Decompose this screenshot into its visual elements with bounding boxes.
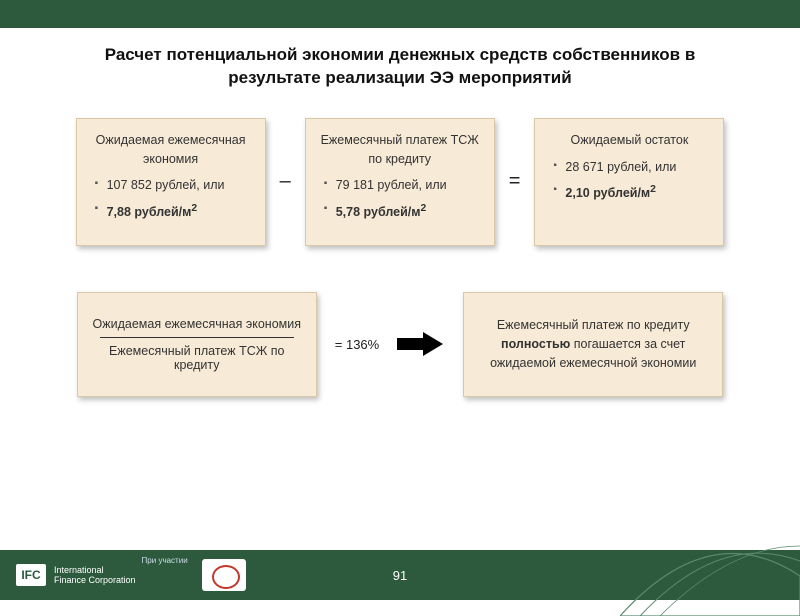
box1-line1: 107 852 рублей, или [95, 176, 251, 195]
box-expected-savings: Ожидаемая ежемесячная экономия 107 852 р… [76, 118, 266, 246]
ratio-row: Ожидаемая ежемесячная экономия Ежемесячн… [0, 246, 800, 397]
ratio-box: Ожидаемая ежемесячная экономия Ежемесячн… [77, 292, 317, 397]
box3-line2: 2,10 рублей/м2 [553, 182, 709, 203]
page-number: 91 [393, 568, 407, 583]
result-box: Ежемесячный платеж по кредиту полностью … [463, 292, 723, 397]
result-text: Ежемесячный платеж по кредиту полностью … [480, 316, 706, 372]
participation-label: При участии [142, 550, 188, 565]
ifc-block: IFC International Finance Corporation [0, 564, 136, 586]
box2-line1: 79 181 рублей, или [324, 176, 480, 195]
arrow-icon [397, 332, 445, 356]
calculation-row: Ожидаемая ежемесячная экономия 107 852 р… [0, 100, 800, 246]
box3-line1: 28 671 рублей, или [553, 158, 709, 177]
ratio-bottom: Ежемесячный платеж ТСЖ по кредиту [88, 344, 306, 372]
operator-minus: – [280, 170, 291, 193]
ratio-top: Ожидаемая ежемесячная экономия [88, 317, 306, 331]
ratio-divider [100, 337, 294, 338]
ifc-text: International Finance Corporation [54, 565, 136, 586]
percent-label: = 136% [335, 337, 379, 352]
box2-line2: 5,78 рублей/м2 [324, 201, 480, 222]
page-title: Расчет потенциальной экономии денежных с… [0, 28, 800, 100]
box-monthly-payment: Ежемесячный платеж ТСЖ по кредиту 79 181… [305, 118, 495, 246]
ifc-logo-icon: IFC [16, 564, 46, 586]
footer-bar: IFC International Finance Corporation Пр… [0, 550, 800, 600]
box-expected-remainder: Ожидаемый остаток 28 671 рублей, или 2,1… [534, 118, 724, 246]
box2-heading: Ежемесячный платеж ТСЖ по кредиту [320, 131, 480, 169]
partner-badge-icon [202, 559, 246, 591]
top-bar [0, 0, 800, 28]
box1-line2: 7,88 рублей/м2 [95, 201, 251, 222]
box1-heading: Ожидаемая ежемесячная экономия [91, 131, 251, 169]
operator-equals: = [509, 170, 521, 193]
box3-heading: Ожидаемый остаток [549, 131, 709, 150]
